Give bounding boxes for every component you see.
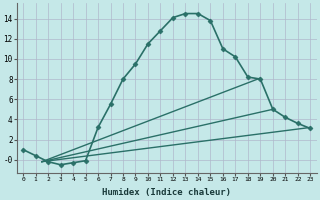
X-axis label: Humidex (Indice chaleur): Humidex (Indice chaleur) bbox=[102, 188, 231, 197]
